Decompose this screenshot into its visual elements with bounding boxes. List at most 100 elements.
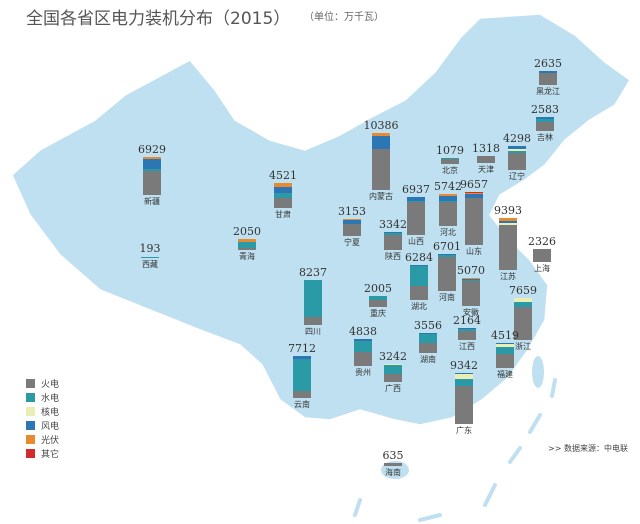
bar-segment-2	[499, 222, 517, 226]
bar-segment-4	[462, 278, 480, 279]
province-bar	[533, 249, 551, 262]
bar-segment-5	[465, 191, 483, 193]
bar-segment-0	[496, 354, 514, 368]
province-name: 江苏	[500, 272, 516, 281]
province-name: 安徽	[463, 308, 479, 317]
bar-segment-1	[369, 295, 387, 300]
total-label: 4298	[503, 132, 531, 146]
bar-segment-4	[499, 218, 517, 221]
province-bar	[455, 372, 473, 424]
province-name: 宁夏	[344, 238, 360, 247]
total-label: 1318	[472, 141, 500, 155]
bar-segment-0	[143, 171, 161, 195]
bar-segment-3	[455, 372, 473, 375]
province-bar	[372, 132, 390, 190]
province-bar	[496, 343, 514, 368]
legend-item: 风电	[26, 418, 59, 432]
bar-segment-3	[508, 146, 526, 149]
bar-segment-1	[238, 241, 256, 249]
province-name: 甘肃	[275, 210, 291, 219]
total-label: 2164	[453, 314, 481, 328]
bar-segment-2	[384, 364, 402, 365]
province-bar	[419, 333, 437, 353]
province-bar	[462, 278, 480, 306]
bar-segment-4	[238, 238, 256, 242]
province-name: 河北	[440, 228, 456, 237]
total-label: 3242	[379, 350, 407, 364]
province-name: 新疆	[144, 197, 160, 206]
bar-segment-2	[514, 298, 532, 302]
province-bar	[514, 297, 532, 340]
bar-segment-0	[410, 285, 428, 300]
province-bar	[384, 231, 402, 250]
province-name: 上海	[534, 264, 550, 273]
bar-segment-3	[439, 195, 457, 202]
province-bar	[141, 256, 159, 258]
legend-swatch	[26, 448, 35, 458]
total-label: 3153	[338, 204, 366, 218]
bar-segment-4	[384, 231, 402, 233]
legend-label: 风电	[41, 421, 60, 432]
province-name: 河南	[439, 293, 455, 302]
province-bar	[410, 265, 428, 300]
legend-swatch	[26, 392, 35, 402]
bar-segment-2	[496, 344, 514, 348]
bar-segment-1	[455, 378, 473, 387]
bar-segment-3	[496, 343, 514, 345]
bar-segment-4	[274, 183, 292, 187]
province-name: 云南	[294, 400, 310, 409]
province-bar	[477, 155, 495, 163]
bar-segment-0	[407, 202, 425, 235]
province-name: 山东	[466, 247, 482, 256]
bar-segment-1	[539, 72, 557, 74]
mainland-shape	[11, 13, 631, 426]
bar-segment-3	[343, 219, 361, 225]
province-name: 青海	[239, 252, 255, 261]
bar-segment-1	[536, 119, 554, 122]
bar-segment-2	[508, 148, 526, 152]
bar-segment-1	[141, 257, 159, 258]
bar-segment-0	[384, 234, 402, 250]
bar-segment-1	[304, 279, 322, 317]
legend-item: 水电	[26, 390, 59, 404]
province-bar	[343, 218, 361, 236]
total-label: 3342	[379, 217, 407, 231]
bar-segment-3	[465, 193, 483, 198]
legend-item: 其它	[26, 446, 59, 460]
bar-segment-0	[536, 121, 554, 131]
province-name: 四川	[305, 327, 321, 336]
province-name: 海南	[385, 468, 401, 477]
nine-dash-line	[353, 378, 557, 522]
total-label: 4521	[269, 169, 297, 183]
province-name: 福建	[497, 370, 513, 379]
bar-segment-1	[384, 233, 402, 235]
bar-segment-0	[441, 158, 459, 164]
total-label: 9657	[460, 177, 488, 191]
bar-segment-0	[372, 149, 390, 190]
total-label: 5742	[434, 180, 462, 194]
province-bar	[441, 158, 459, 164]
legend-swatch	[26, 378, 35, 388]
bar-segment-3	[462, 278, 480, 280]
bar-segment-1	[274, 193, 292, 199]
bar-segment-4	[343, 218, 361, 220]
bar-segment-0	[304, 316, 322, 325]
province-name: 山西	[408, 237, 424, 246]
province-name: 湖北	[411, 302, 427, 311]
taiwan-shape	[532, 356, 544, 388]
bar-segment-3	[274, 186, 292, 194]
total-label: 4519	[491, 329, 519, 343]
bar-segment-4	[407, 196, 425, 198]
bar-segment-0	[274, 198, 292, 208]
province-name: 西藏	[142, 260, 158, 269]
total-label: 7659	[509, 283, 537, 297]
bar-segment-1	[410, 265, 428, 286]
province-bar	[536, 116, 554, 131]
bar-segment-0	[499, 225, 517, 270]
bar-segment-2	[384, 462, 402, 464]
source-note: >> 数据来源：中电联	[548, 444, 628, 453]
bar-segment-3	[354, 339, 372, 342]
bar-segment-1	[458, 328, 476, 332]
bar-segment-0	[508, 152, 526, 170]
bar-segment-1	[354, 341, 372, 353]
